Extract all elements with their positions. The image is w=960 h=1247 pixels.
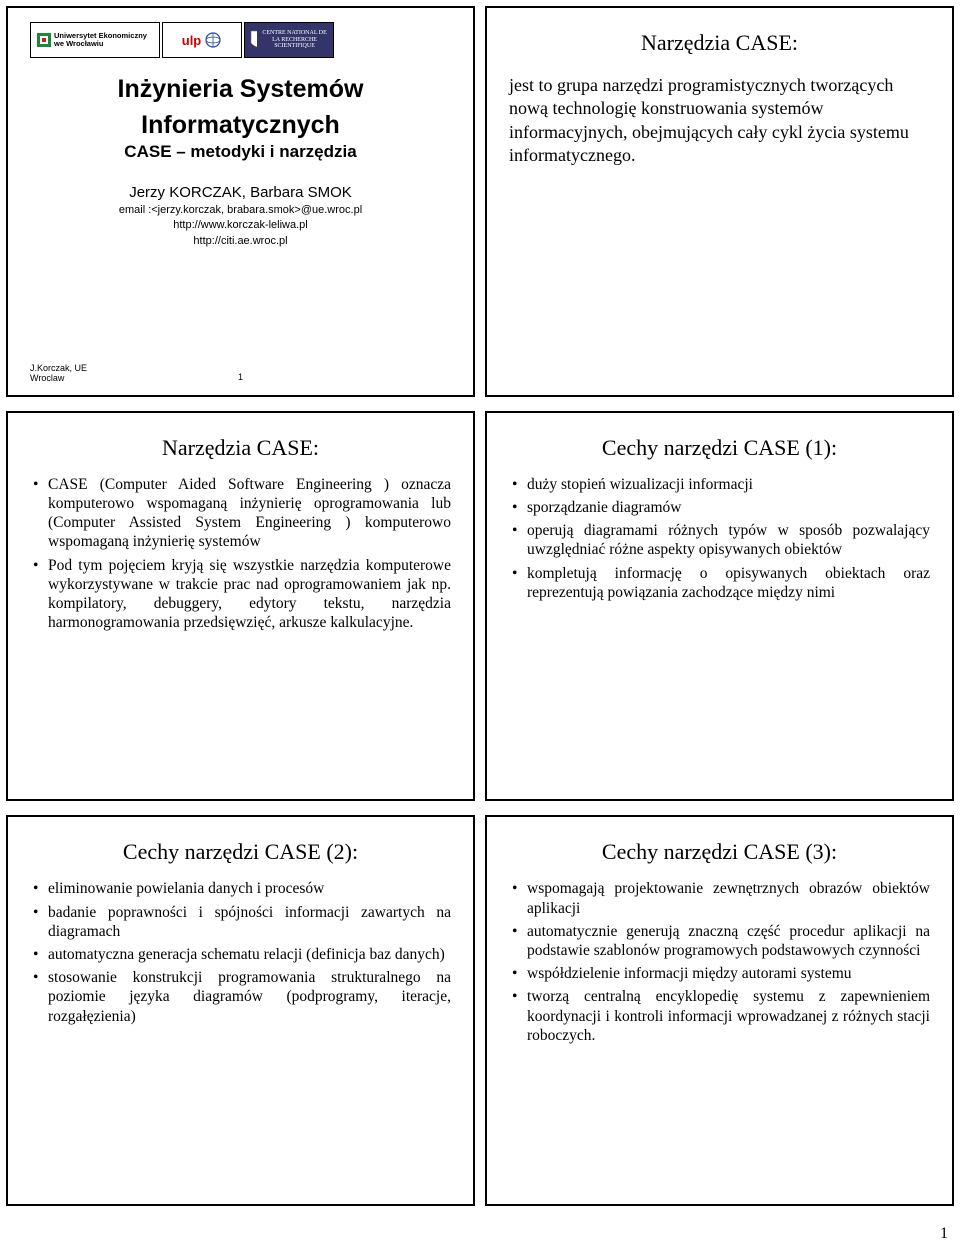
slide3-bullet-2: Pod tym pojęciem kryją się wszystkie nar… xyxy=(48,556,451,633)
slide4-bullet-3: operują diagramami różnych typów w sposó… xyxy=(527,521,930,559)
slide3-title: Narzędzia CASE: xyxy=(30,435,451,461)
slide6-title: Cechy narzędzi CASE (3): xyxy=(509,839,930,865)
slide4-bullet-1: duży stopień wizualizacji informacji xyxy=(527,475,930,494)
page-number: 1 xyxy=(940,1225,948,1243)
logo-ulp: ulp xyxy=(162,22,242,58)
author-email: email :<jerzy.korczak, brabara.smok>@ue.… xyxy=(30,203,451,218)
footer-author: J.Korczak, UE xyxy=(30,363,87,373)
slide2-paragraph: jest to grupa narzędzi programistycznych… xyxy=(509,74,930,168)
slide-1-title: Uniwersytet Ekonomiczny we Wrocławiu ulp… xyxy=(6,6,475,397)
slide-2: Narzędzia CASE: jest to grupa narzędzi p… xyxy=(485,6,954,397)
slide-3: Narzędzia CASE: CASE (Computer Aided Sof… xyxy=(6,411,475,802)
logo-ue: Uniwersytet Ekonomiczny we Wrocławiu xyxy=(30,22,160,58)
slide6-bullet-2: automatycznie generują znaczną część pro… xyxy=(527,922,930,960)
slide4-bullet-2: sporządzanie diagramów xyxy=(527,498,930,517)
author-line: Jerzy KORCZAK, Barbara SMOK xyxy=(30,184,451,201)
slide5-bullet-3: automatyczna generacja schematu relacji … xyxy=(48,945,451,964)
slide6-bullet-3: współdzielenie informacji między autoram… xyxy=(527,964,930,983)
slide5-bullet-1: eliminowanie powielania danych i procesó… xyxy=(48,879,451,898)
main-title-line2: Informatycznych xyxy=(30,110,451,140)
ue-emblem-icon xyxy=(37,33,51,47)
slide2-title: Narzędzia CASE: xyxy=(509,30,930,56)
slide1-footer: J.Korczak, UE Wroclaw 1 xyxy=(30,363,451,383)
slide-4: Cechy narzędzi CASE (1): duży stopień wi… xyxy=(485,411,954,802)
slide5-bullet-4: stosowanie konstrukcji programowania str… xyxy=(48,968,451,1026)
slide5-bullet-2: badanie poprawności i spójności informac… xyxy=(48,903,451,941)
logo-ue-line2: we Wrocławiu xyxy=(54,40,147,48)
footer-slide-num: 1 xyxy=(238,372,243,382)
slide4-bullet-4: kompletują informację o opisywanych obie… xyxy=(527,564,930,602)
slide3-bullet-1: CASE (Computer Aided Software Engineerin… xyxy=(48,475,451,552)
author-link1: http://www.korczak-leliwa.pl xyxy=(30,218,451,233)
slide6-bullet-1: wspomagają projektowanie zewnętrznych ob… xyxy=(527,879,930,917)
author-link2: http://citi.ae.wroc.pl xyxy=(30,234,451,249)
slide-6: Cechy narzędzi CASE (3): wspomagają proj… xyxy=(485,815,954,1206)
logo-cnrs: CENTRE NATIONAL DE LA RECHERCHE SCIENTIF… xyxy=(244,22,334,58)
slide5-title: Cechy narzędzi CASE (2): xyxy=(30,839,451,865)
footer-location: Wroclaw xyxy=(30,373,64,383)
ulp-globe-icon xyxy=(204,31,222,49)
slide6-bullet-4: tworzą centralną encyklopedię systemu z … xyxy=(527,987,930,1045)
main-subtitle: CASE – metodyki i narzędzia xyxy=(30,142,451,162)
slide-5: Cechy narzędzi CASE (2): eliminowanie po… xyxy=(6,815,475,1206)
cnrs-shield-icon xyxy=(249,29,257,51)
logo-row: Uniwersytet Ekonomiczny we Wrocławiu ulp… xyxy=(30,22,451,58)
slide4-title: Cechy narzędzi CASE (1): xyxy=(509,435,930,461)
main-title-line1: Inżynieria Systemów xyxy=(30,74,451,104)
